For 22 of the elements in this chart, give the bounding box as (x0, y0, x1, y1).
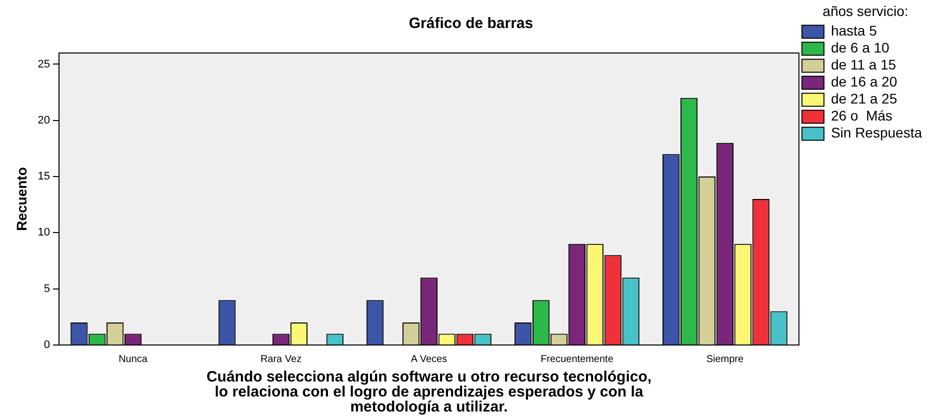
y-tick-label: 5 (44, 282, 50, 295)
legend-title: años servicio: (822, 2, 908, 19)
legend-label: de 6 a 10 (830, 40, 890, 56)
legend-label: de 21 a 25 (830, 90, 898, 107)
x-axis-title: Cuándo selecciona algún software u otro recurso tecnológico, lo relaciona con el logro de aprendizajes esperados y con la metodología a utilizar. (206, 368, 652, 416)
y-tick-label: 0 (44, 339, 50, 352)
x-tick-label: A Veces (410, 354, 448, 365)
x-tick-label: Rara Vez (260, 354, 302, 365)
y-tick-label: 25 (38, 58, 50, 70)
y-tick-label: 10 (38, 226, 50, 239)
x-tick-label: Frecuentemente (540, 354, 614, 365)
y-tick-label: 20 (38, 114, 50, 126)
legend-label: 26 o Más (830, 108, 892, 124)
y-axis-title: Recuento (13, 167, 30, 231)
chart-title: Gráfico de barras (408, 15, 534, 32)
legend-label: hasta 5 (830, 22, 878, 39)
legend-label: de 16 a 20 (830, 74, 898, 90)
x-tick-label: Nunca (118, 354, 148, 365)
x-tick-label: Siempre (706, 354, 744, 365)
y-tick-label: 15 (38, 170, 50, 183)
legend-label: de 11 a 15 (830, 56, 896, 73)
legend-label: Sin Respuesta (830, 124, 922, 141)
